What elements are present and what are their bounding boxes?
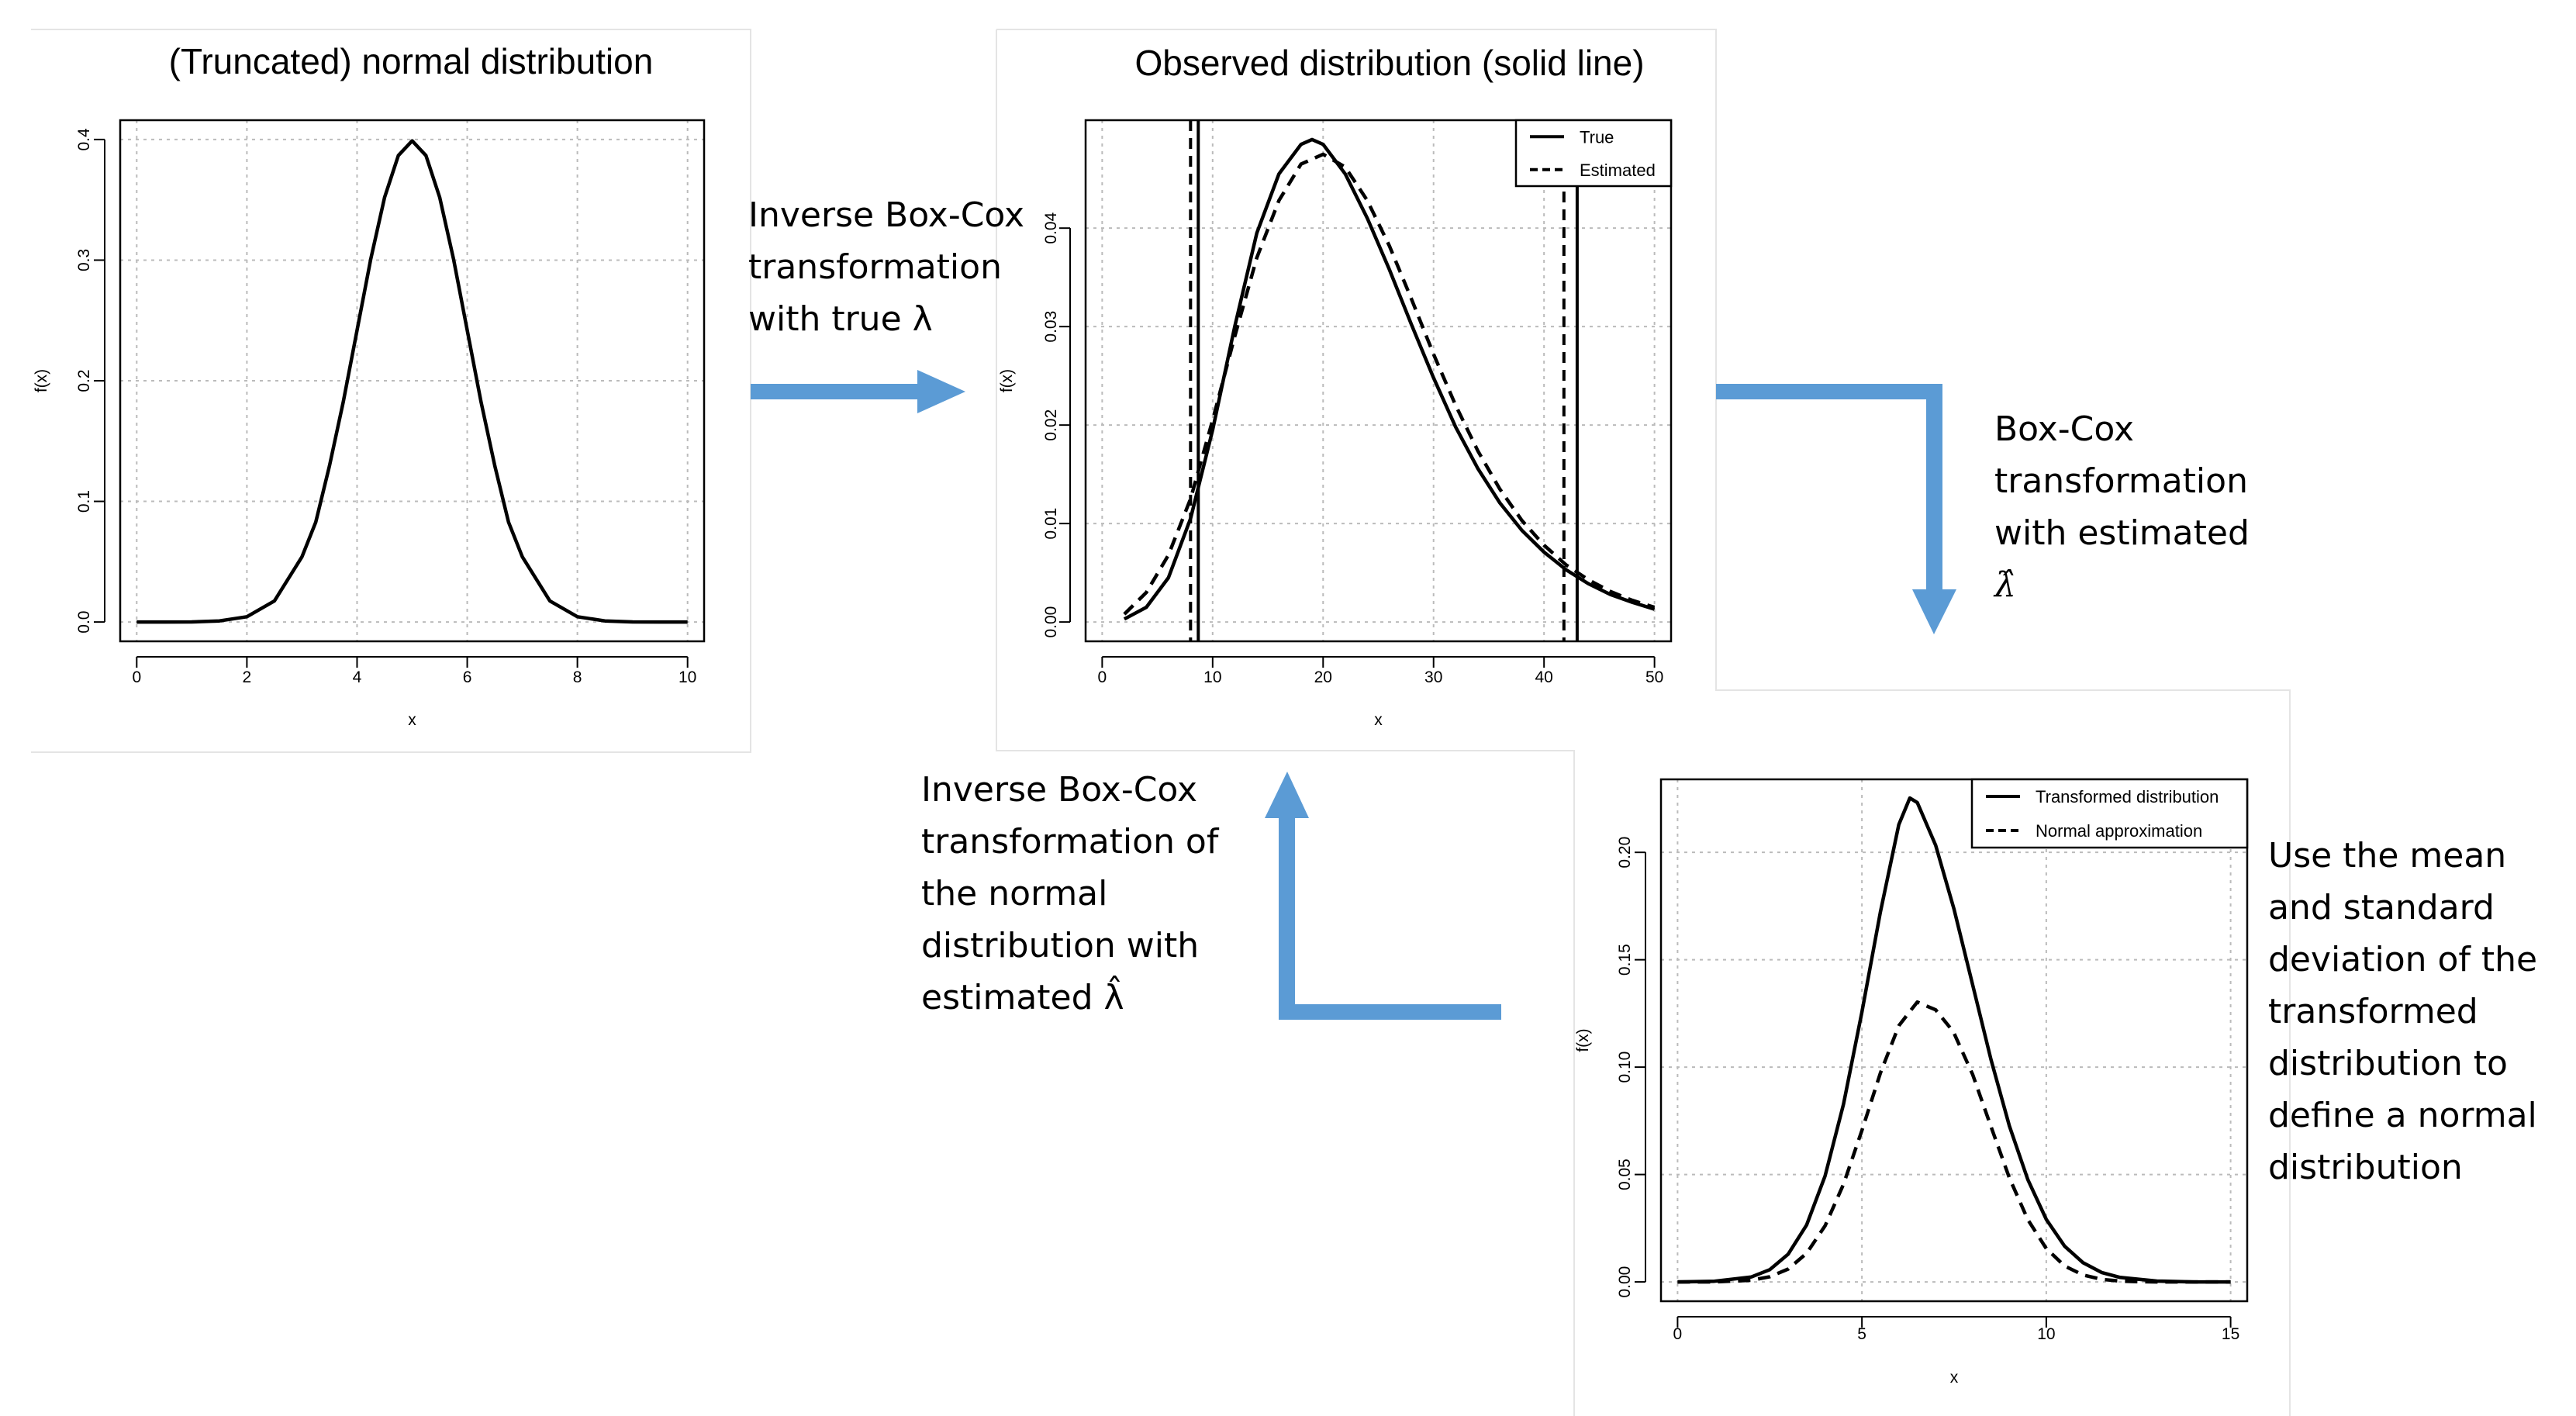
panel-2-left-edge (996, 29, 1575, 1416)
step-3-line: estimated λ̂ (921, 978, 1124, 1017)
y-tick-label: 0.3 (75, 249, 93, 271)
step-2-line: transformation (1994, 461, 2248, 501)
x-tick-label: 2 (243, 668, 252, 686)
step-3-caption: Inverse Box-Cox transformation of the no… (921, 764, 1218, 1024)
step-1-line: Inverse Box-Cox (748, 195, 1025, 235)
panel-1-frame (31, 29, 751, 753)
panel-2-frame (996, 29, 2291, 1416)
series-line-normal-approximation (1677, 1000, 2231, 1284)
step-4-caption: Use the mean and standard deviation of t… (2268, 830, 2537, 1193)
lambda-hat-symbol: λ̂ (1994, 565, 2016, 605)
x-tick-label: 20 (1314, 668, 1332, 686)
legend-label: Transformed distribution (2036, 787, 2219, 806)
step-3-line: transformation of (921, 822, 1219, 862)
y-tick-label: 0.04 (1042, 212, 1060, 243)
step-3-line: Inverse Box-Cox (921, 770, 1198, 810)
x-tick-label: 50 (1645, 668, 1663, 686)
x-tick-label: 0 (1673, 1325, 1683, 1343)
plot-frame (1659, 778, 2249, 1303)
x-tick-label: 40 (1535, 668, 1552, 686)
legend-box (1514, 119, 1673, 188)
step-1-line: transformation (748, 247, 1002, 287)
series-line-transformed-distribution (1677, 796, 2231, 1284)
step-3-line: the normal (921, 874, 1108, 913)
y-tick-label: 0.03 (1042, 311, 1060, 343)
step-4-line: Use the mean (2268, 836, 2507, 876)
y-tick-label: 0.4 (75, 128, 93, 151)
x-tick-label: 8 (573, 668, 582, 686)
x-tick-label: 15 (2222, 1325, 2239, 1343)
x-tick-label: 6 (463, 668, 472, 686)
y-tick-label: 0.00 (1616, 1266, 1634, 1298)
chart-observed-distribution: 0 10 20 30 40 50 x 0.00 0.01 0.02 0.03 0.04 f(x) Obse… (998, 43, 1673, 729)
step-4-line: and standard (2268, 888, 2495, 927)
y-axis-label: f(x) (1574, 1028, 1592, 1052)
x-tick-label: 0 (132, 668, 141, 686)
step-2-line: Box-Cox (1994, 409, 2134, 449)
y-tick-label: 0.20 (1616, 837, 1634, 869)
y-tick-label: 0.05 (1616, 1159, 1634, 1190)
chart-transformed-distribution: 0 5 10 15 x 0.00 0.05 0.10 0.15 0.20 f(x) Transform… (1574, 778, 2249, 1387)
x-tick-label: 10 (1203, 668, 1221, 686)
x-tick-label: 10 (679, 668, 696, 686)
chart-title: (Truncated) normal distribution (169, 41, 654, 81)
step-4-line: define a normal (2268, 1096, 2537, 1135)
y-tick-label: 0.00 (1042, 606, 1060, 638)
legend-label: Normal approximation (2036, 821, 2202, 841)
step-3-line: distribution with (921, 926, 1200, 965)
y-tick-label: 0.2 (75, 369, 93, 392)
x-tick-label: 0 (1098, 668, 1107, 686)
chart-truncated-normal: 0 2 4 6 8 10 x 0.0 0.1 0.2 0.3 0.4 f(x) (Truncated) n… (33, 41, 706, 729)
step-1-caption: Inverse Box-Cox transformation with true… (748, 189, 1024, 345)
x-tick-label: 10 (2037, 1325, 2055, 1343)
x-tick-label: 4 (353, 668, 362, 686)
y-tick-label: 0.1 (75, 490, 93, 513)
legend-box (1970, 778, 2249, 849)
step-2-line: with estimated (1994, 513, 2250, 553)
plot-frame (119, 119, 706, 643)
step-4-line: distribution to (2268, 1044, 2508, 1083)
y-axis-label: f(x) (33, 369, 50, 392)
step-2-caption: Box-Cox transformation with estimated λ̂ (1994, 403, 2250, 611)
chart-title: Observed distribution (solid line) (1134, 43, 1644, 83)
series-line-normal (136, 139, 688, 624)
series-line-true (1123, 137, 1656, 621)
legend-label: Estimated (1580, 161, 1656, 180)
step-4-line: distribution (2268, 1148, 2463, 1187)
series-line-estimated (1123, 152, 1656, 616)
y-tick-label: 0.0 (75, 611, 93, 634)
y-tick-label: 0.02 (1042, 409, 1060, 441)
x-axis-label: x (1950, 1369, 1959, 1387)
arrow-elbow-down (1716, 384, 1956, 634)
x-axis-label: x (408, 711, 416, 729)
legend-label: True (1580, 127, 1614, 147)
y-tick-label: 0.01 (1042, 508, 1060, 540)
y-tick-label: 0.10 (1616, 1052, 1634, 1083)
step-1-line: with true λ (748, 299, 933, 339)
arrow-right (751, 370, 965, 413)
x-tick-label: 5 (1857, 1325, 1866, 1343)
x-axis-label: x (1374, 711, 1383, 729)
step-4-line: transformed (2268, 992, 2478, 1031)
plot-frame (1084, 119, 1673, 643)
arrow-elbow-up (1265, 772, 1501, 1020)
x-tick-label: 30 (1424, 668, 1442, 686)
step-4-line: deviation of the (2268, 940, 2538, 979)
y-axis-label: f(x) (998, 369, 1016, 392)
y-tick-label: 0.15 (1616, 944, 1634, 976)
